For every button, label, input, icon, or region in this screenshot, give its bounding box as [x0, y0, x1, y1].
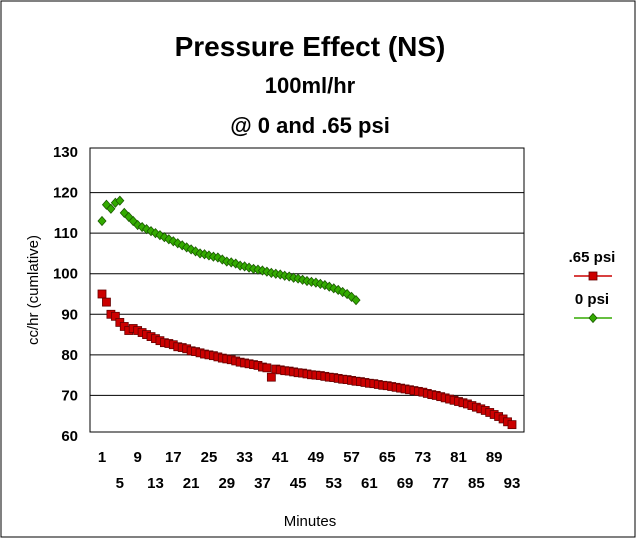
x-tick-label: 21	[183, 475, 200, 492]
x-axis-ticks: 1 9 17 25 33 41 49 57 65 73 81 89 5 13 21 29 37 45 53 61 69 7…	[98, 449, 521, 492]
x-tick-label: 57	[343, 449, 360, 466]
data-point	[262, 363, 272, 373]
y-tick-label: 70	[61, 387, 78, 404]
x-tick-label: 69	[397, 475, 414, 492]
x-tick-label: 77	[432, 475, 449, 492]
x-tick-label: 65	[379, 449, 396, 466]
legend-label: 0 psi	[575, 291, 609, 308]
y-tick-label: 60	[61, 428, 78, 445]
plot-area-border	[89, 147, 525, 433]
x-tick-label: 9	[133, 449, 141, 466]
x-tick-label: 61	[361, 475, 378, 492]
y-tick-label: 120	[53, 185, 78, 202]
chart-subtitle-2: @ 0 and .65 psi	[230, 113, 390, 138]
legend: .65 psi 0 psi	[569, 249, 616, 324]
series-psi-0	[97, 195, 361, 306]
x-tick-label: 53	[325, 475, 342, 492]
x-tick-label: 81	[450, 449, 467, 466]
y-tick-label: 100	[53, 266, 78, 283]
data-point	[266, 372, 276, 382]
x-tick-label: 49	[308, 449, 325, 466]
data-point	[97, 289, 107, 299]
x-tick-label: 41	[272, 449, 289, 466]
y-tick-label: 80	[61, 347, 78, 364]
data-point	[110, 311, 120, 321]
x-tick-label: 45	[290, 475, 307, 492]
x-tick-label: 85	[468, 475, 485, 492]
series-psi-065	[97, 289, 517, 430]
y-tick-label: 130	[53, 144, 78, 161]
x-tick-label: 1	[98, 449, 106, 466]
x-axis-label: Minutes	[284, 513, 337, 530]
x-tick-label: 73	[415, 449, 432, 466]
data-point	[115, 195, 125, 206]
y-tick-label: 110	[54, 225, 78, 242]
data-point	[102, 297, 111, 307]
x-tick-label: 93	[504, 475, 521, 492]
y-tick-label: 90	[61, 306, 78, 323]
x-tick-label: 25	[201, 449, 218, 466]
x-tick-label: 13	[147, 475, 164, 492]
x-tick-label: 29	[218, 475, 235, 492]
legend-label: .65 psi	[569, 249, 616, 266]
legend-marker	[588, 271, 598, 281]
x-tick-label: 89	[486, 449, 503, 466]
data-point	[106, 203, 116, 214]
y-axis-label: cc/hr (cumlative)	[25, 235, 42, 345]
data-point	[507, 420, 517, 430]
chart-subtitle: 100ml/hr	[265, 73, 356, 98]
y-axis-ticks: 60 70 80 90 100 110 120 130	[53, 144, 78, 445]
data-point	[351, 294, 361, 306]
x-tick-label: 33	[236, 449, 253, 466]
data-point	[97, 215, 107, 227]
legend-marker	[588, 312, 598, 324]
x-tick-label: 17	[165, 449, 182, 466]
x-tick-label: 37	[254, 475, 271, 492]
series-layer	[97, 195, 517, 430]
chart-title: Pressure Effect (NS)	[175, 31, 446, 62]
x-tick-label: 5	[116, 475, 124, 492]
